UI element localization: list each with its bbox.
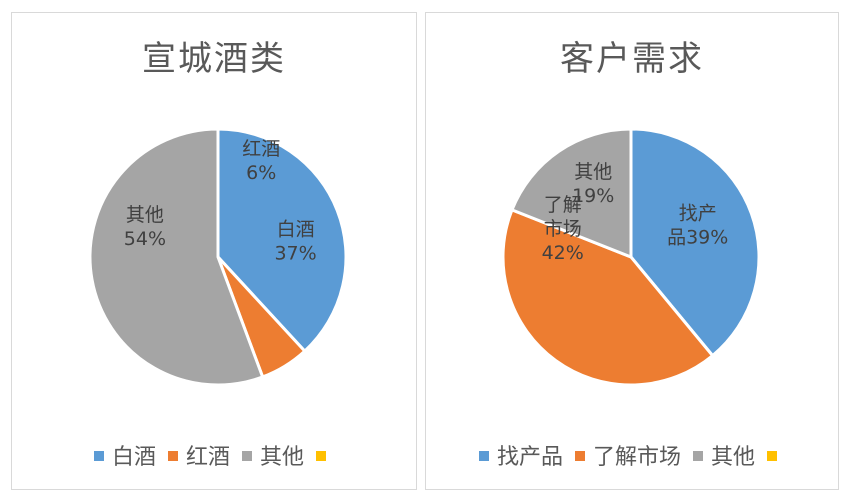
pie-chart-customer-needs: 找产品39% 了解市场 42%其他 19% — [501, 127, 761, 387]
pie-slice-1 — [629, 127, 761, 358]
legend-item-2: 了解市场 — [574, 439, 681, 471]
legend-swatch — [167, 451, 178, 461]
legend-label: 红酒 — [185, 445, 230, 470]
legend-item-4 — [316, 445, 334, 470]
pie-slice-3 — [88, 127, 265, 387]
legend-item-1: 找产品 — [478, 439, 563, 471]
data-label-1: 白酒 37% — [274, 219, 316, 265]
pie-chart-liquor: 白酒 37% 红酒 6% 其他 54% — [88, 127, 348, 387]
chart-title: 宣城酒类 — [142, 39, 286, 79]
legend-item-3: 其他 — [242, 439, 304, 471]
legend: 白酒 红酒 其他 — [12, 439, 416, 471]
data-label-3: 其他 54% — [124, 204, 166, 250]
legend-item-4 — [767, 445, 785, 470]
data-label-2: 红酒 6% — [242, 138, 280, 184]
legend-swatch — [93, 451, 104, 461]
legend-item-2: 红酒 — [167, 439, 230, 471]
legend-label: 白酒 — [111, 445, 156, 470]
legend-label: 其他 — [260, 445, 305, 470]
pie-slice-3 — [510, 127, 633, 259]
pie-slice-1 — [216, 127, 348, 353]
data-label-2: 了解市场 42% — [542, 194, 584, 264]
legend-swatch — [316, 451, 327, 461]
legend-swatch — [478, 451, 489, 461]
legend-item-1: 白酒 — [93, 439, 156, 471]
chart-title: 客户需求 — [560, 39, 704, 79]
chart-panel-customer-needs: 客户需求 找产品39% 了解市场 42% 其他 19% 找产品 了解市场 其他 — [425, 12, 839, 490]
legend-swatch — [767, 451, 778, 461]
legend-label: 其他 — [711, 445, 756, 470]
legend-label: 找产品 — [496, 445, 563, 470]
legend-swatch — [693, 451, 703, 461]
data-label-3: 其他 19% — [572, 161, 614, 207]
legend-swatch — [574, 451, 585, 461]
data-label-1: 找产品39% — [667, 203, 728, 249]
legend-label: 了解市场 — [592, 445, 681, 470]
pie-slice-2 — [501, 208, 715, 387]
legend-item-3: 其他 — [693, 439, 755, 471]
chart-panel-liquor: 宣城酒类 白酒 37% 红酒 6% 其他 54% 白酒 红酒 其他 — [11, 12, 417, 490]
legend: 找产品 了解市场 其他 — [426, 439, 838, 471]
legend-swatch — [242, 451, 252, 461]
